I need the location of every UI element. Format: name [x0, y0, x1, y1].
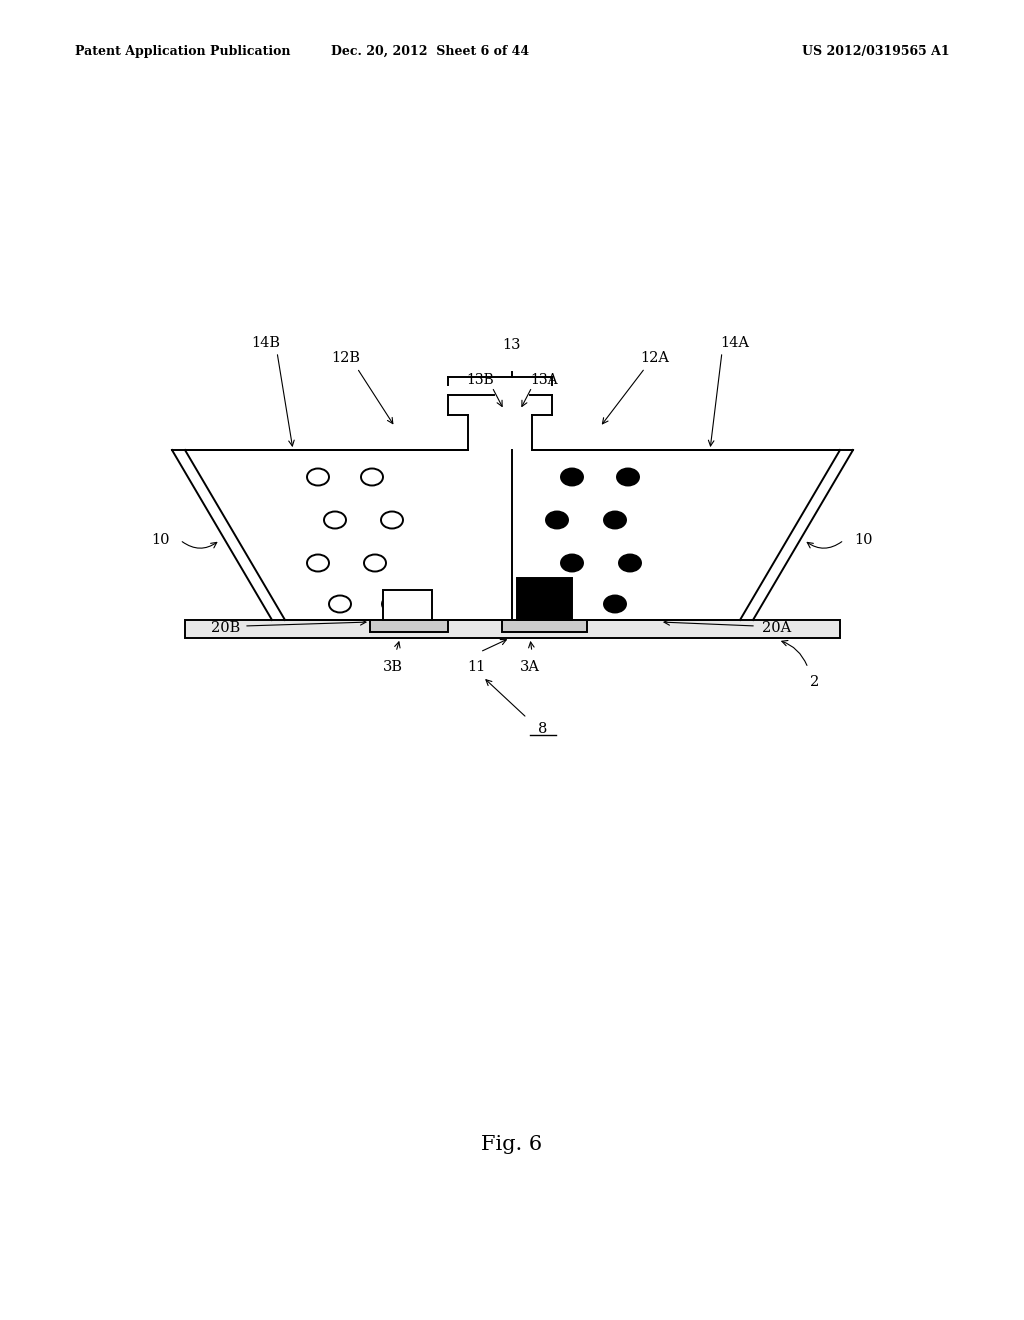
Text: 3B: 3B — [383, 660, 403, 675]
Text: 11: 11 — [467, 660, 485, 675]
Text: US 2012/0319565 A1: US 2012/0319565 A1 — [803, 45, 950, 58]
Bar — [370, 620, 449, 632]
Text: 20A: 20A — [762, 620, 792, 635]
Ellipse shape — [329, 595, 351, 612]
Ellipse shape — [364, 554, 386, 572]
Bar — [502, 620, 587, 632]
Ellipse shape — [561, 469, 583, 486]
Text: 13A: 13A — [530, 374, 558, 387]
Text: Dec. 20, 2012  Sheet 6 of 44: Dec. 20, 2012 Sheet 6 of 44 — [331, 45, 529, 58]
Text: 14B: 14B — [251, 337, 280, 350]
Text: 3A: 3A — [520, 660, 540, 675]
Text: 8: 8 — [539, 722, 548, 737]
Ellipse shape — [546, 511, 568, 528]
Ellipse shape — [604, 595, 626, 612]
Text: 2: 2 — [810, 675, 819, 689]
Text: 12A: 12A — [640, 351, 669, 366]
Text: Patent Application Publication: Patent Application Publication — [75, 45, 291, 58]
Ellipse shape — [382, 595, 404, 612]
Bar — [185, 620, 840, 638]
Text: 13B: 13B — [466, 374, 494, 387]
Ellipse shape — [604, 511, 626, 528]
Text: 13: 13 — [503, 338, 521, 352]
Bar — [517, 578, 572, 620]
Text: 10: 10 — [152, 533, 170, 546]
Text: 12B: 12B — [331, 351, 360, 366]
Ellipse shape — [361, 469, 383, 486]
Bar — [383, 590, 432, 620]
Text: 20B: 20B — [211, 620, 240, 635]
Text: 14A: 14A — [720, 337, 749, 350]
Text: Fig. 6: Fig. 6 — [481, 1135, 543, 1155]
Ellipse shape — [307, 554, 329, 572]
Ellipse shape — [618, 554, 641, 572]
Ellipse shape — [381, 511, 403, 528]
Ellipse shape — [617, 469, 639, 486]
Ellipse shape — [561, 554, 583, 572]
Ellipse shape — [324, 511, 346, 528]
Text: 10: 10 — [854, 533, 872, 546]
Ellipse shape — [546, 595, 568, 612]
Ellipse shape — [307, 469, 329, 486]
